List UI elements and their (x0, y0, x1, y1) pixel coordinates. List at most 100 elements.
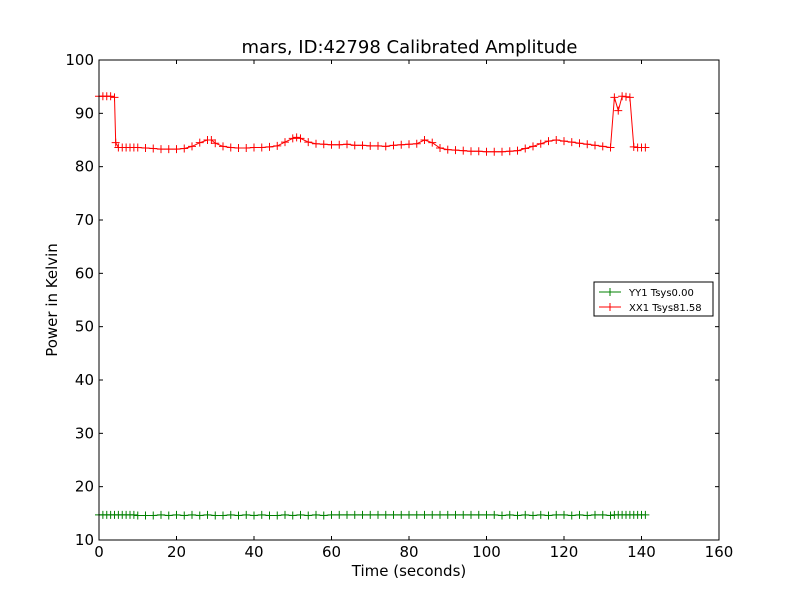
data-point (622, 92, 630, 101)
data-point (591, 510, 599, 519)
data-point (389, 141, 398, 150)
data-point (257, 143, 266, 152)
data-point (133, 511, 142, 520)
data-point (412, 139, 421, 148)
legend-marker (606, 303, 614, 311)
data-point (319, 140, 328, 149)
data-point (567, 138, 576, 147)
data-point (195, 138, 204, 147)
legend-box (593, 281, 714, 317)
data-point (350, 510, 359, 519)
data-point (234, 511, 243, 520)
data-point (149, 511, 158, 520)
data-point (459, 510, 468, 519)
data-point (474, 147, 483, 156)
data-point (591, 141, 599, 150)
data-point (366, 141, 375, 150)
data-point (164, 145, 173, 154)
data-point (157, 510, 165, 519)
data-point (614, 106, 623, 115)
data-point (211, 511, 220, 520)
x-tick-label: 140 (627, 543, 656, 561)
y-tick-label: 30 (75, 424, 94, 442)
data-point (133, 143, 142, 152)
x-tick-label: 80 (399, 543, 418, 561)
data-point (521, 510, 530, 519)
data-point (219, 142, 227, 151)
data-point (498, 511, 506, 520)
x-tick-label: 60 (322, 543, 341, 561)
data-point (281, 510, 289, 519)
y-tick-label: 90 (75, 104, 94, 122)
data-point (598, 142, 607, 151)
series-2 (95, 92, 650, 156)
data-point (482, 147, 491, 156)
data-point (374, 510, 382, 519)
data-point (412, 510, 421, 519)
data-point (296, 510, 305, 519)
data-point (420, 136, 429, 144)
data-point (618, 92, 627, 101)
data-point (610, 93, 619, 102)
data-point (583, 511, 592, 520)
data-point (226, 510, 235, 519)
data-point (257, 510, 266, 519)
data-point (389, 510, 398, 519)
data-point (242, 510, 251, 519)
data-point (164, 511, 173, 520)
chart-title: mars, ID:42798 Calibrated Amplitude (242, 37, 578, 58)
data-point (273, 511, 282, 520)
data-point (157, 145, 165, 154)
data-point (443, 510, 452, 519)
data-point (641, 143, 650, 152)
data-point (374, 141, 382, 150)
data-point (459, 146, 468, 155)
data-point (343, 510, 351, 519)
data-point (552, 136, 561, 144)
data-point (180, 511, 189, 520)
data-point (350, 141, 359, 150)
data-point (529, 142, 537, 151)
data-point (172, 510, 181, 519)
data-point (141, 144, 150, 152)
data-point (397, 510, 406, 519)
y-tick-label: 80 (75, 158, 94, 176)
data-point (467, 510, 475, 519)
data-point (381, 142, 390, 151)
data-point (560, 137, 568, 146)
y-tick-label: 40 (75, 371, 94, 389)
data-point (250, 511, 258, 520)
data-point (265, 511, 274, 520)
data-point (110, 93, 119, 102)
data-point (358, 141, 367, 150)
legend-label: XX1 Tsys81.58 (629, 303, 702, 314)
series-1 (95, 510, 650, 520)
x-tick-label: 100 (472, 543, 501, 561)
data-point (505, 510, 514, 519)
data-point (474, 510, 483, 519)
data-point (552, 510, 561, 519)
data-point (529, 511, 537, 520)
data-point (451, 146, 460, 155)
y-tick-label: 70 (75, 211, 94, 229)
data-point (405, 140, 413, 149)
data-point (536, 510, 545, 519)
data-point (436, 144, 444, 152)
data-point (575, 139, 584, 148)
data-point (335, 510, 344, 519)
data-point (211, 139, 220, 148)
data-point (106, 92, 115, 101)
legend-marker (606, 288, 614, 296)
data-point (111, 138, 120, 147)
data-point (203, 510, 212, 519)
data-point (420, 510, 429, 519)
data-point (451, 510, 460, 519)
data-point (312, 139, 320, 148)
data-point (250, 143, 258, 152)
data-point (428, 510, 437, 519)
data-point (188, 142, 196, 151)
data-point (521, 144, 530, 153)
data-point (490, 510, 499, 519)
data-point (149, 144, 158, 153)
data-point (226, 143, 235, 152)
